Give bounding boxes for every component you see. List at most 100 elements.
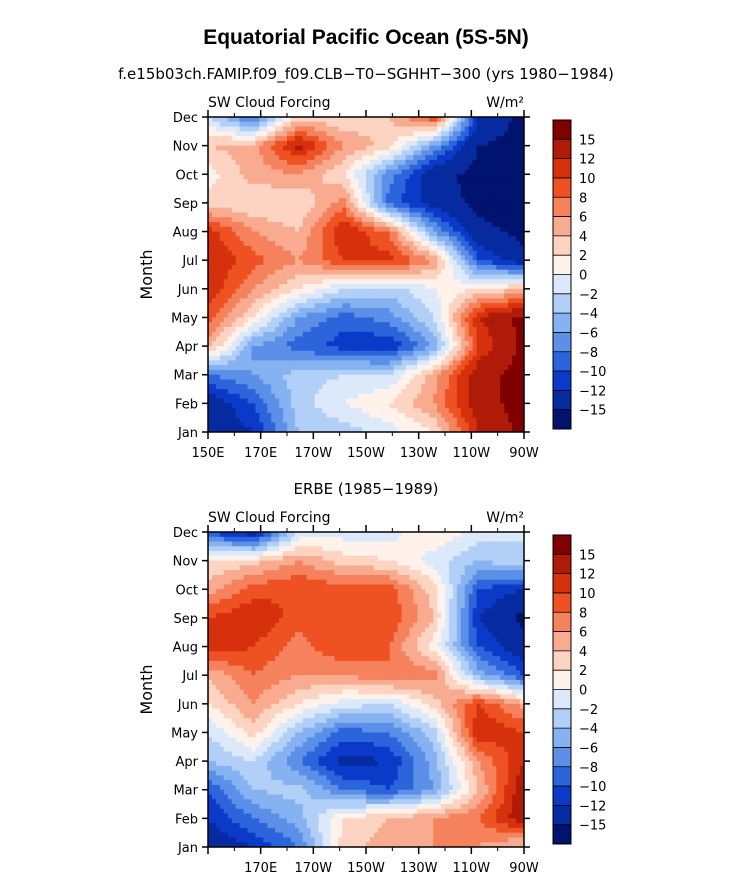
heatmap-cell — [516, 374, 521, 381]
heatmap-cell — [358, 274, 363, 280]
heatmap-cell — [437, 379, 442, 385]
heatmap-cell — [208, 393, 213, 400]
heatmap-cell — [346, 179, 351, 185]
heatmap-cell — [476, 307, 482, 314]
heatmap-cell — [330, 255, 335, 261]
heatmap-cell — [504, 389, 509, 395]
heatmap-cell — [271, 331, 276, 338]
heatmap-cell — [468, 174, 474, 180]
heatmap-cell — [504, 279, 509, 285]
heatmap-cell — [452, 193, 458, 199]
heatmap-cell — [480, 226, 486, 233]
heatmap-cell — [484, 159, 490, 166]
heatmap-cell — [283, 212, 288, 218]
heatmap-cell — [385, 231, 391, 237]
heatmap-cell — [326, 226, 332, 233]
heatmap-cell — [243, 379, 249, 385]
heatmap-cell — [512, 217, 517, 223]
heatmap-cell — [215, 408, 221, 414]
heatmap-cell — [397, 369, 403, 376]
heatmap-cell — [243, 408, 249, 414]
heatmap-cell — [464, 150, 470, 156]
heatmap-cell — [429, 317, 434, 323]
heatmap-cell — [369, 298, 375, 304]
heatmap-cell — [271, 279, 276, 285]
heatmap-cell — [287, 365, 292, 371]
heatmap-cell — [271, 288, 276, 295]
heatmap-cell — [279, 336, 284, 342]
heatmap-cell — [247, 284, 253, 290]
heatmap-cell — [504, 331, 509, 338]
heatmap-cell — [369, 245, 375, 252]
heatmap-cell — [239, 264, 245, 271]
heatmap-cell — [211, 198, 217, 204]
heatmap-cell — [460, 126, 466, 132]
heatmap-cell — [484, 346, 490, 352]
heatmap-cell — [413, 183, 418, 190]
heatmap-cell — [472, 183, 478, 190]
heatmap-cell — [227, 245, 233, 252]
heatmap-cell — [472, 136, 478, 142]
heatmap-cell — [460, 317, 466, 323]
heatmap-cell — [381, 207, 387, 214]
heatmap-cell — [492, 155, 497, 161]
heatmap-cell — [405, 369, 411, 376]
heatmap-cell — [259, 179, 264, 185]
heatmap-cell — [393, 269, 399, 276]
heatmap-cell — [464, 241, 470, 247]
heatmap-cell — [239, 336, 245, 342]
heatmap-cell — [267, 303, 272, 309]
heatmap-cell — [330, 264, 335, 271]
heatmap-cell — [354, 217, 359, 223]
heatmap-cell — [283, 369, 288, 376]
heatmap-cell — [267, 293, 272, 299]
heatmap-cell — [314, 327, 320, 333]
heatmap-cell — [456, 245, 462, 252]
heatmap-cell — [472, 260, 478, 266]
heatmap-cell — [255, 250, 260, 257]
heatmap-cell — [350, 269, 355, 276]
heatmap-cell — [441, 317, 446, 323]
heatmap-cell — [223, 126, 229, 132]
heatmap-cell — [326, 212, 332, 218]
heatmap-cell — [373, 155, 379, 161]
heatmap-cell — [326, 279, 332, 285]
heatmap-cell — [346, 269, 351, 276]
heatmap-cell — [259, 150, 264, 156]
heatmap-cell — [504, 217, 509, 223]
heatmap-cell — [227, 346, 233, 352]
heatmap-cell — [504, 222, 509, 228]
heatmap-cell — [492, 140, 497, 147]
heatmap-cell — [401, 159, 407, 166]
heatmap-cell — [358, 369, 363, 376]
heatmap-cell — [302, 369, 308, 376]
heatmap-cell — [283, 155, 288, 161]
heatmap-cell — [322, 312, 328, 319]
heatmap-cell — [389, 398, 395, 404]
heatmap-cell — [227, 389, 233, 395]
heatmap-cell — [433, 159, 438, 166]
heatmap-cell — [441, 355, 446, 362]
heatmap-cell — [377, 307, 383, 314]
heatmap-cell — [456, 117, 462, 123]
heatmap-cell — [290, 188, 296, 194]
heatmap-cell — [239, 145, 245, 152]
heatmap-cell — [279, 150, 284, 156]
heatmap-cell — [397, 159, 403, 166]
heatmap-cell — [350, 202, 355, 209]
heatmap-cell — [445, 193, 450, 199]
heatmap-cell — [283, 360, 288, 366]
heatmap-cell — [306, 303, 312, 309]
heatmap-cell — [409, 121, 414, 128]
heatmap-cell — [287, 250, 292, 257]
heatmap-cell — [290, 279, 296, 285]
heatmap-cell — [346, 183, 351, 190]
heatmap-cell — [413, 298, 418, 304]
heatmap-cell — [445, 288, 450, 295]
heatmap-cell — [496, 360, 501, 366]
heatmap-cell — [211, 150, 217, 156]
heatmap-cell — [223, 374, 229, 381]
heatmap-cell — [377, 331, 383, 338]
heatmap-cell — [227, 179, 233, 185]
heatmap-cell — [504, 164, 509, 171]
